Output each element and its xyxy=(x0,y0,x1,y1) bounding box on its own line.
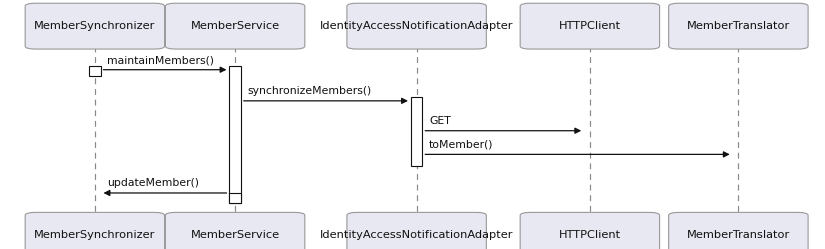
Text: maintainMembers(): maintainMembers() xyxy=(107,55,214,65)
Text: MemberTranslator: MemberTranslator xyxy=(686,21,790,31)
Text: updateMember(): updateMember() xyxy=(107,179,200,188)
FancyBboxPatch shape xyxy=(26,212,164,249)
FancyBboxPatch shape xyxy=(165,3,305,49)
Text: MemberSynchronizer: MemberSynchronizer xyxy=(34,21,156,31)
FancyBboxPatch shape xyxy=(165,212,305,249)
FancyBboxPatch shape xyxy=(346,3,486,49)
FancyBboxPatch shape xyxy=(668,3,808,49)
Text: toMember(): toMember() xyxy=(429,140,493,150)
Text: MemberTranslator: MemberTranslator xyxy=(686,230,790,240)
FancyBboxPatch shape xyxy=(668,212,808,249)
Text: MemberSynchronizer: MemberSynchronizer xyxy=(34,230,156,240)
Text: IdentityAccessNotificationAdapter: IdentityAccessNotificationAdapter xyxy=(320,230,513,240)
Text: MemberService: MemberService xyxy=(191,230,280,240)
Text: HTTPClient: HTTPClient xyxy=(559,230,621,240)
Bar xyxy=(229,66,241,203)
Bar xyxy=(89,66,101,76)
Text: HTTPClient: HTTPClient xyxy=(559,21,621,31)
Text: IdentityAccessNotificationAdapter: IdentityAccessNotificationAdapter xyxy=(320,21,513,31)
FancyBboxPatch shape xyxy=(26,3,164,49)
FancyBboxPatch shape xyxy=(346,212,486,249)
Text: GET: GET xyxy=(429,116,450,126)
Bar xyxy=(411,97,422,166)
Bar xyxy=(229,193,241,203)
FancyBboxPatch shape xyxy=(520,3,659,49)
Text: MemberService: MemberService xyxy=(191,21,280,31)
FancyBboxPatch shape xyxy=(520,212,659,249)
Text: synchronizeMembers(): synchronizeMembers() xyxy=(248,86,372,96)
